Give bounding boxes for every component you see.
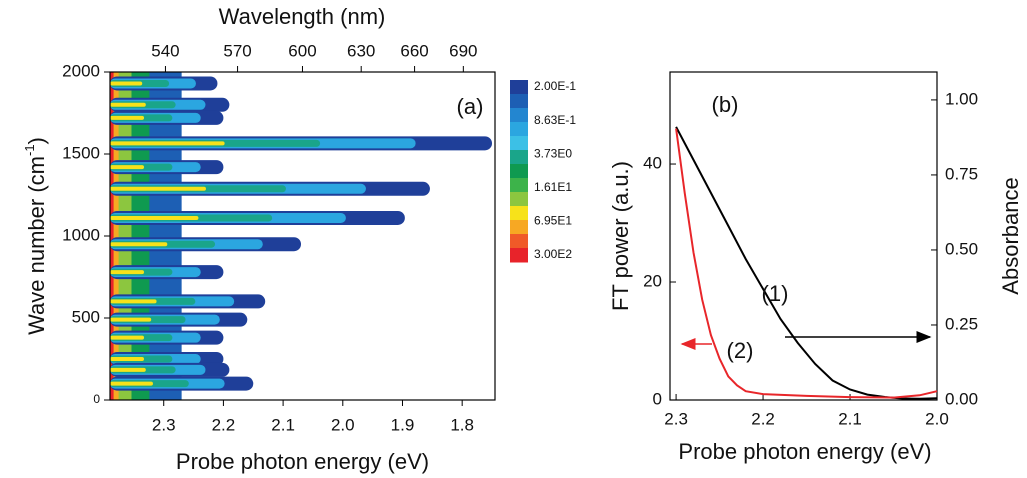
x-tick-label: 2.0 — [925, 409, 949, 428]
y2-tick-label: 0.00 — [945, 389, 978, 408]
x-axis-title: Probe photon energy (eV) — [678, 439, 931, 464]
contour-streak — [110, 381, 153, 386]
x2-tick-label: 600 — [288, 41, 316, 60]
y-tick-label: 0 — [93, 392, 100, 406]
y-axis-title-part: -1 — [22, 144, 37, 156]
colorbar-label: 6.95E1 — [534, 214, 572, 228]
series-label: (2) — [727, 338, 754, 363]
colorbar-swatch — [510, 164, 528, 179]
series-label: (1) — [762, 281, 789, 306]
colorbar-swatch — [510, 108, 528, 123]
colorbar-label: 8.63E-1 — [534, 113, 576, 127]
series-line — [675, 126, 938, 400]
colorbar-swatch — [510, 206, 528, 221]
contour-streak — [110, 335, 145, 340]
colorbar-swatch — [510, 220, 528, 235]
x-tick-label: 2.3 — [664, 409, 688, 428]
y-tick-label: 20 — [643, 271, 662, 290]
colorbar-swatch — [510, 150, 528, 165]
colorbar-swatch — [510, 178, 528, 193]
series-line — [675, 128, 938, 399]
colorbar-swatch — [510, 80, 528, 95]
colorbar-label: 3.73E0 — [534, 146, 572, 160]
contour-streak — [110, 165, 145, 170]
colorbar-swatch — [510, 122, 528, 137]
y2-tick-label: 1.00 — [945, 89, 978, 108]
x-axis-title: Probe photon energy (eV) — [176, 449, 429, 474]
contour-streak — [110, 299, 157, 304]
colorbar-swatch — [510, 248, 528, 263]
contour-core — [110, 72, 119, 400]
contour-streak — [110, 141, 225, 146]
panel-label: (a) — [457, 94, 484, 119]
colorbar-swatch — [510, 94, 528, 109]
panel-label: (b) — [712, 92, 739, 117]
colorbar-swatch — [510, 192, 528, 207]
x-tick-label: 2.2 — [751, 409, 775, 428]
plot-frame — [669, 71, 938, 401]
contour-streak — [110, 317, 152, 322]
x-tick-label: 2.3 — [152, 415, 176, 434]
y2-tick-label: 0.50 — [945, 239, 978, 258]
plot-area — [110, 72, 493, 400]
x2-tick-label: 570 — [223, 41, 251, 60]
contour-streak — [110, 215, 199, 220]
contour-core — [110, 72, 114, 400]
y-tick-label: 1500 — [62, 143, 100, 162]
colorbar-label: 2.00E-1 — [534, 79, 576, 93]
x2-axis-title: Wavelength (nm) — [219, 4, 386, 29]
x2-tick-label: 660 — [400, 41, 428, 60]
colorbar-swatch — [510, 234, 528, 249]
x2-tick-label: 690 — [449, 41, 477, 60]
y-tick-label: 0 — [653, 389, 662, 408]
y-axis-title: Wave number (cm-1) — [22, 137, 49, 335]
contour-streak — [110, 242, 168, 247]
x2-tick-label: 630 — [347, 41, 375, 60]
colorbar-swatch — [510, 136, 528, 151]
y-tick-label: 2000 — [62, 61, 100, 80]
x-tick-label: 2.1 — [271, 415, 295, 434]
y-tick-label: 500 — [72, 307, 100, 326]
x-tick-label: 2.2 — [212, 415, 236, 434]
y-tick-label: 40 — [643, 154, 662, 173]
x-tick-label: 1.9 — [391, 415, 415, 434]
x-tick-label: 2.1 — [838, 409, 862, 428]
y2-tick-label: 0.25 — [945, 314, 978, 333]
contour-streak — [110, 115, 145, 120]
x-tick-label: 1.8 — [450, 415, 474, 434]
panel-b: 2.3 2.2 2.1 2.0 0 20 40 0.00 0.25 0.50 0.75 1.00 (1)… — [608, 71, 1023, 464]
contour-streak — [110, 81, 143, 86]
contour-streak — [110, 357, 145, 361]
contour-streak — [110, 367, 146, 372]
x-tick-label: 2.0 — [331, 415, 355, 434]
panel-a: 2.3 2.2 2.1 2.0 1.9 1.8 540 570 600 630 660 690 0 500… — [22, 4, 576, 474]
y-axis-title-part: ) — [24, 137, 49, 144]
x2-tick-label: 540 — [151, 41, 179, 60]
y2-axis-title: Absorbance — [998, 177, 1023, 294]
contour-streak — [110, 186, 206, 191]
y-axis-title: FT power (a.u.) — [608, 161, 633, 311]
y2-tick-label: 0.75 — [945, 164, 978, 183]
contour-streak — [110, 102, 146, 107]
colorbar-label: 1.61E1 — [534, 180, 572, 194]
y-tick-label: 1000 — [62, 225, 100, 244]
y-axis-title-part: Wave number (cm — [24, 156, 49, 335]
colorbar-label: 3.00E2 — [534, 247, 572, 261]
contour-streak — [110, 270, 145, 275]
